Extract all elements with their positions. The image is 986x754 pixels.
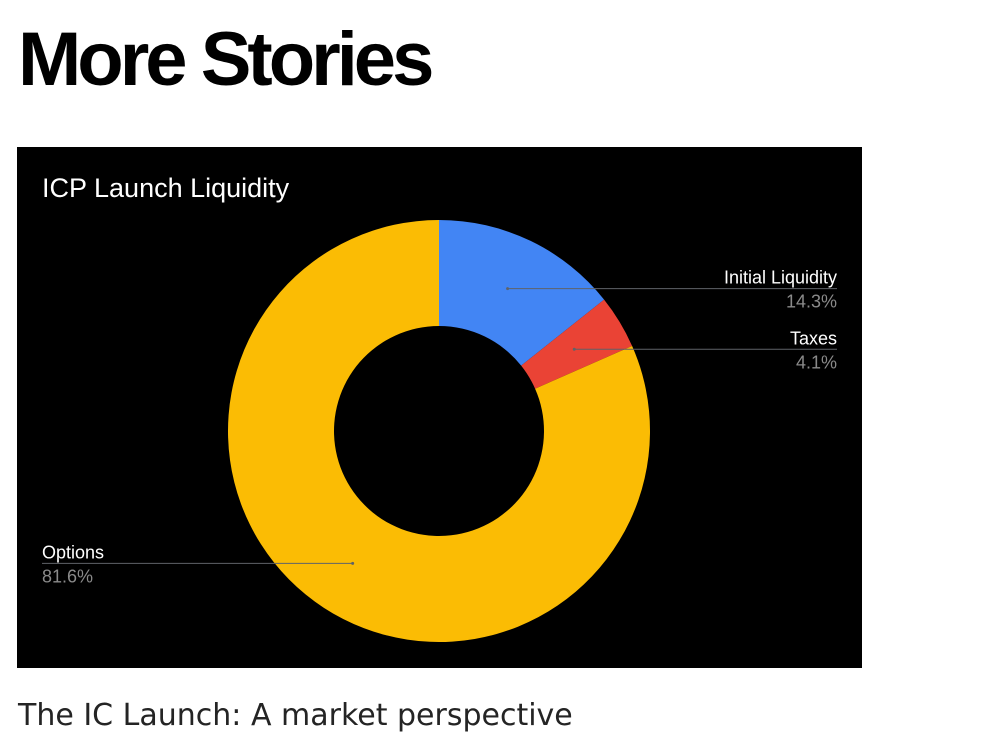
slice-label-initial-liquidity: Initial Liquidity [724,268,837,288]
story-title-link[interactable]: The IC Launch: A market perspective [18,696,573,736]
slice-percent-taxes: 4.1% [796,352,837,372]
slice-percent-options: 81.6% [42,566,93,586]
leader-dot-options [351,562,354,565]
chart-slices [228,220,650,642]
slice-percent-initial-liquidity: 14.3% [786,292,837,312]
slice-label-options: Options [42,542,104,562]
donut-chart: ICP Launch Liquidity Initial Liquidity 14… [17,147,862,668]
slice-label-taxes: Taxes [790,328,837,348]
chart-title: ICP Launch Liquidity [42,173,290,203]
leader-dot-taxes [573,348,576,351]
leader-dot-initial-liquidity [506,287,509,290]
section-title: More Stories [18,12,430,108]
story-image[interactable]: ICP Launch Liquidity Initial Liquidity 14… [17,147,862,668]
